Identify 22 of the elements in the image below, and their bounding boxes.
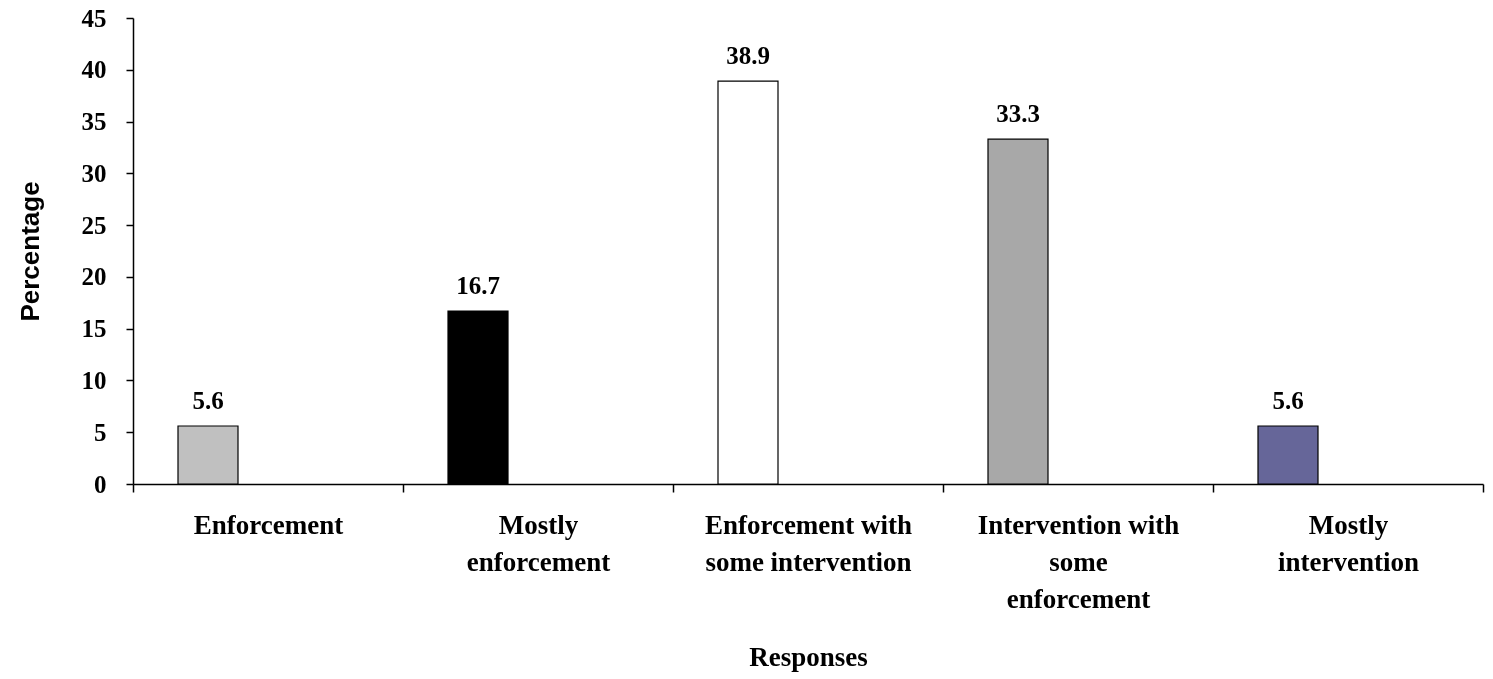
y-tick-label: 35 xyxy=(81,108,107,136)
x-axis-title: Responses xyxy=(749,641,868,672)
x-tick-label: Mostly intervention xyxy=(1278,509,1419,577)
x-tick-label: Enforcement with some intervention xyxy=(704,509,913,577)
data-label: 38.9 xyxy=(726,42,770,70)
y-tick-label: 15 xyxy=(81,315,107,343)
y-tick-label: 0 xyxy=(94,470,107,498)
data-label: 16.7 xyxy=(456,272,500,300)
x-tick-label: Mostly enforcement xyxy=(466,509,611,577)
y-tick-label: 45 xyxy=(81,4,107,32)
y-tick-label: 30 xyxy=(81,159,107,187)
data-label: 5.6 xyxy=(192,387,224,415)
y-tick-label: 40 xyxy=(81,56,107,84)
x-tick-label: Enforcement xyxy=(193,509,344,540)
y-tick-label: 10 xyxy=(81,366,107,394)
data-label: 33.3 xyxy=(996,100,1040,128)
x-tick-label: Intervention with some enforcement xyxy=(977,509,1180,614)
y-axis-title: Percentage xyxy=(14,181,45,322)
y-tick-label: 25 xyxy=(81,211,107,239)
data-label: 5.6 xyxy=(1272,387,1304,415)
y-tick-label: 5 xyxy=(94,418,107,446)
y-tick-label: 20 xyxy=(81,263,107,291)
